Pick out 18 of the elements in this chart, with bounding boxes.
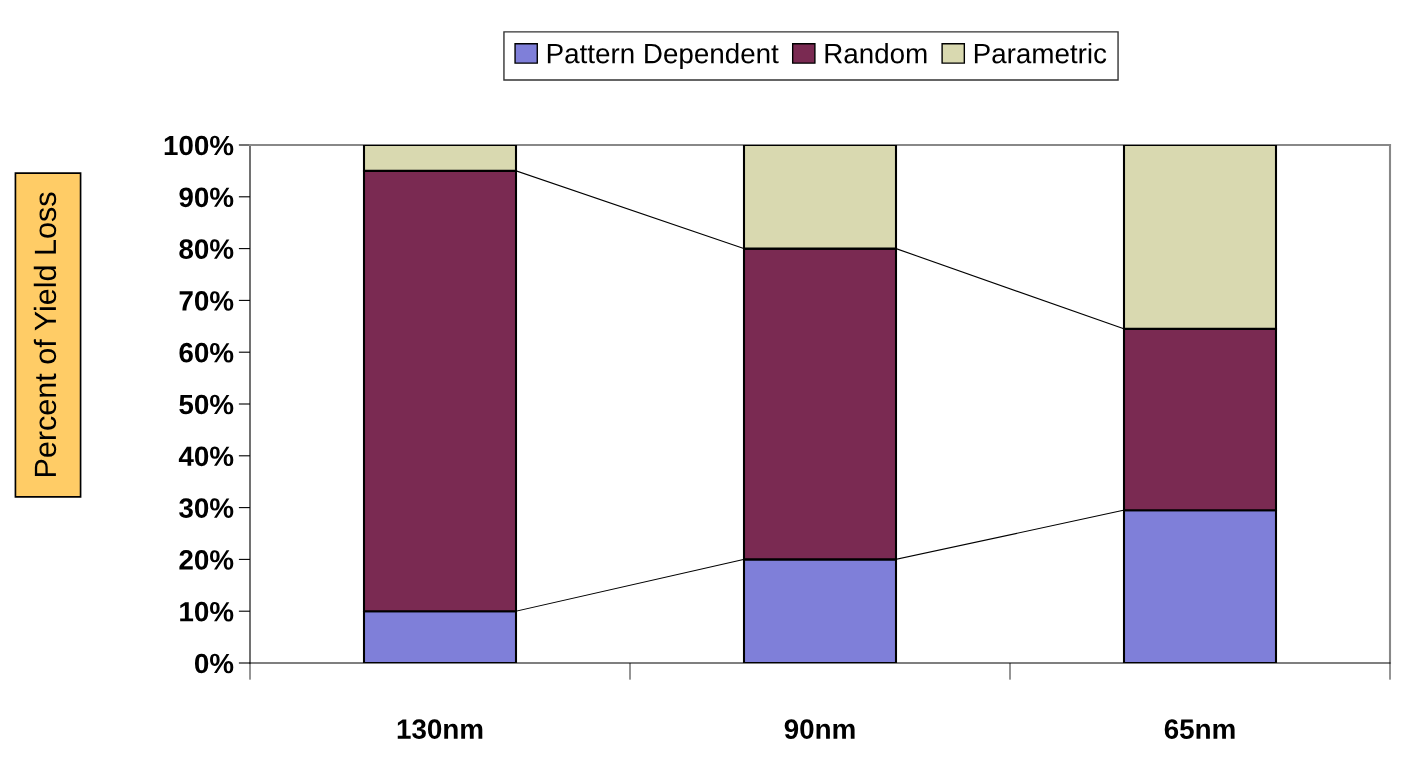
x-tick-label: 65nm — [1164, 719, 1235, 739]
y-tick-label: 0% — [194, 653, 234, 674]
y-tick-label: 60% — [179, 342, 234, 363]
y-tick-label: 70% — [179, 291, 234, 311]
legend-label: Parametric — [974, 43, 1107, 64]
y-tick-label: 50% — [179, 394, 234, 415]
x-tick-label: 90nm — [784, 719, 855, 739]
y-tick-label: 40% — [178, 446, 234, 467]
y-tick-label: 20% — [179, 550, 234, 570]
x-tick-label: 130nm — [397, 719, 483, 739]
y-tick-label: 10% — [180, 601, 234, 622]
y-axis-title: Percent of Yield Loss — [33, 192, 57, 477]
y-tick-label: 30% — [179, 498, 234, 518]
y-tick-label: 80% — [179, 239, 234, 259]
legend-label: Random — [825, 43, 927, 64]
y-tick-label: 90% — [179, 187, 234, 208]
legend-label: Pattern Dependent — [547, 43, 779, 69]
y-tick-label: 100% — [164, 135, 234, 156]
